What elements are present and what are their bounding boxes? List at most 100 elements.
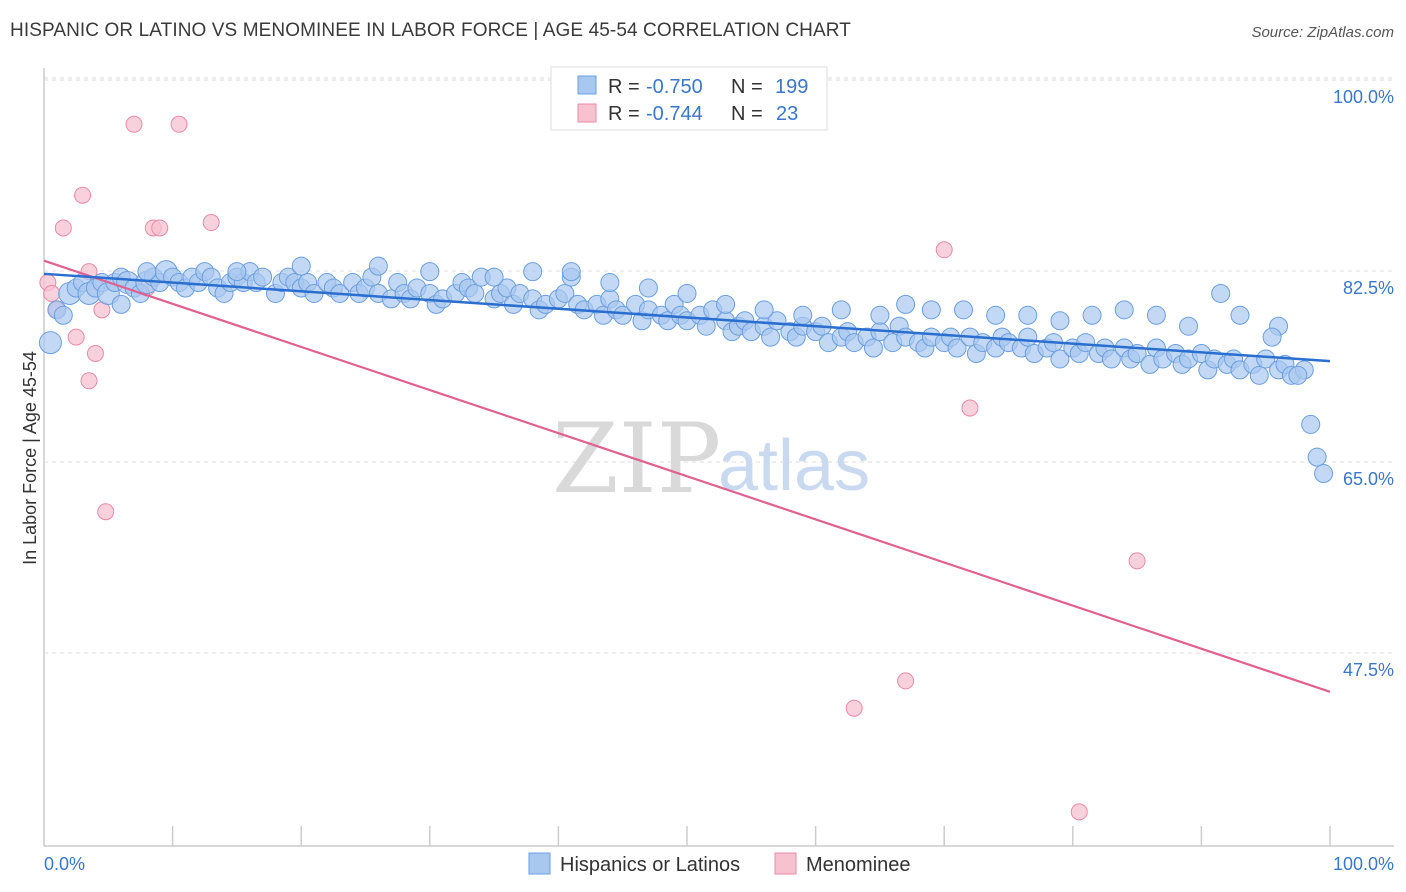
hispanic-point xyxy=(677,283,697,303)
hispanic-point xyxy=(1288,365,1308,385)
menominee-point xyxy=(125,115,143,133)
legend-n-value-1: 199 xyxy=(775,76,808,98)
hispanic-points xyxy=(38,256,1334,484)
legend-n-value-2: 23 xyxy=(776,103,798,125)
legend-r-value-1: -0.750 xyxy=(646,76,703,98)
watermark-atlas: atlas xyxy=(718,426,870,506)
legend-series-label-2: Menominee xyxy=(806,854,911,876)
legend-n-label-1: N = xyxy=(731,76,763,98)
axes xyxy=(43,68,1394,847)
legend-r-value-2: -0.744 xyxy=(646,103,703,125)
y-tick-label: 65.0% xyxy=(1343,469,1394,489)
menominee-point xyxy=(961,399,979,417)
hispanic-point xyxy=(1211,283,1231,303)
hispanic-trend-line xyxy=(43,272,1331,363)
hispanic-point xyxy=(1018,305,1038,325)
legend-stats-box xyxy=(550,66,828,131)
hispanic-point xyxy=(1307,447,1327,467)
menominee-point xyxy=(202,214,220,232)
menominee-point xyxy=(170,115,188,133)
legend-series-swatch-pink xyxy=(774,852,797,875)
hispanic-point xyxy=(1018,327,1038,347)
source-label: Source: ZipAtlas.com xyxy=(1251,24,1394,41)
hispanic-point xyxy=(38,331,62,355)
y-tick-label: 47.5% xyxy=(1343,660,1394,680)
legend-r-label-1: R = xyxy=(608,76,640,98)
hispanic-point xyxy=(1146,305,1166,325)
x-tick-label-min: 0.0% xyxy=(44,854,85,874)
menominee-point xyxy=(1128,552,1146,570)
hispanic-point xyxy=(947,338,967,358)
hispanic-point xyxy=(137,262,157,282)
legend-r-label-2: R = xyxy=(608,103,640,125)
hispanic-point xyxy=(1101,349,1121,369)
legend-series: Hispanics or Latinos Menominee xyxy=(528,852,911,876)
legend-stats: R = -0.750 N = 199 R = -0.744 N = 23 xyxy=(550,66,828,131)
menominee-point xyxy=(1070,803,1088,821)
menominee-point xyxy=(80,372,98,390)
hispanic-point xyxy=(696,316,716,336)
hispanic-point xyxy=(484,267,504,287)
menominee-point xyxy=(845,699,863,717)
hispanic-point xyxy=(1262,327,1282,347)
hispanic-point xyxy=(613,305,633,325)
hispanic-point xyxy=(420,262,440,282)
x-axis-ticks xyxy=(171,826,1331,846)
hispanic-point xyxy=(921,300,941,320)
hispanic-point xyxy=(1076,333,1096,353)
legend-n-label-2: N = xyxy=(731,103,763,125)
legend-swatch-pink xyxy=(577,103,597,123)
hispanic-point xyxy=(1230,305,1250,325)
hispanic-point xyxy=(465,283,485,303)
hispanic-point xyxy=(1179,316,1199,336)
hispanic-point xyxy=(793,305,813,325)
menominee-point xyxy=(67,328,85,346)
hispanic-point xyxy=(767,311,787,331)
menominee-point xyxy=(74,186,92,204)
hispanic-point xyxy=(1050,349,1070,369)
menominee-trend-line xyxy=(43,259,1331,693)
y-tick-label: 100.0% xyxy=(1333,87,1394,107)
hispanic-point xyxy=(291,256,311,276)
hispanic-point xyxy=(1301,414,1321,434)
hispanic-point xyxy=(227,262,247,282)
hispanic-point xyxy=(523,262,543,282)
hispanic-point xyxy=(863,338,883,358)
y-axis-title: In Labor Force | Age 45-54 xyxy=(20,351,40,565)
menominee-point xyxy=(97,503,115,521)
hispanic-point xyxy=(831,300,851,320)
hispanic-point xyxy=(896,294,916,314)
menominee-point xyxy=(935,241,953,259)
chart-title: HISPANIC OR LATINO VS MENOMINEE IN LABOR… xyxy=(10,20,851,41)
y-tick-labels: 47.5% 65.0% 82.5% 100.0% xyxy=(1333,87,1394,680)
y-tick-label: 82.5% xyxy=(1343,278,1394,298)
hispanic-point xyxy=(368,256,388,276)
hispanic-point xyxy=(870,305,890,325)
hispanic-point xyxy=(1114,300,1134,320)
hispanic-point xyxy=(561,262,581,282)
hispanic-point xyxy=(986,305,1006,325)
hispanic-point xyxy=(555,283,575,303)
hispanic-point xyxy=(253,267,273,287)
menominee-point xyxy=(86,344,104,362)
legend-series-swatch-blue xyxy=(528,852,551,875)
hispanic-point xyxy=(754,300,774,320)
legend-swatch-blue xyxy=(577,75,597,95)
hispanic-point xyxy=(953,300,973,320)
hispanic-point xyxy=(53,305,73,325)
trend-lines xyxy=(43,259,1331,693)
hispanic-point xyxy=(1050,311,1070,331)
menominee-point xyxy=(897,672,915,690)
hispanic-point xyxy=(111,294,131,314)
menominee-points xyxy=(39,115,1146,821)
menominee-point xyxy=(151,219,169,237)
menominee-point xyxy=(54,219,72,237)
hispanic-point xyxy=(600,273,620,293)
menominee-point xyxy=(43,284,61,302)
hispanic-point xyxy=(761,327,781,347)
hispanic-point xyxy=(716,294,736,314)
x-tick-label-max: 100.0% xyxy=(1333,854,1394,874)
hispanic-point xyxy=(1249,365,1269,385)
hispanic-point xyxy=(1082,305,1102,325)
